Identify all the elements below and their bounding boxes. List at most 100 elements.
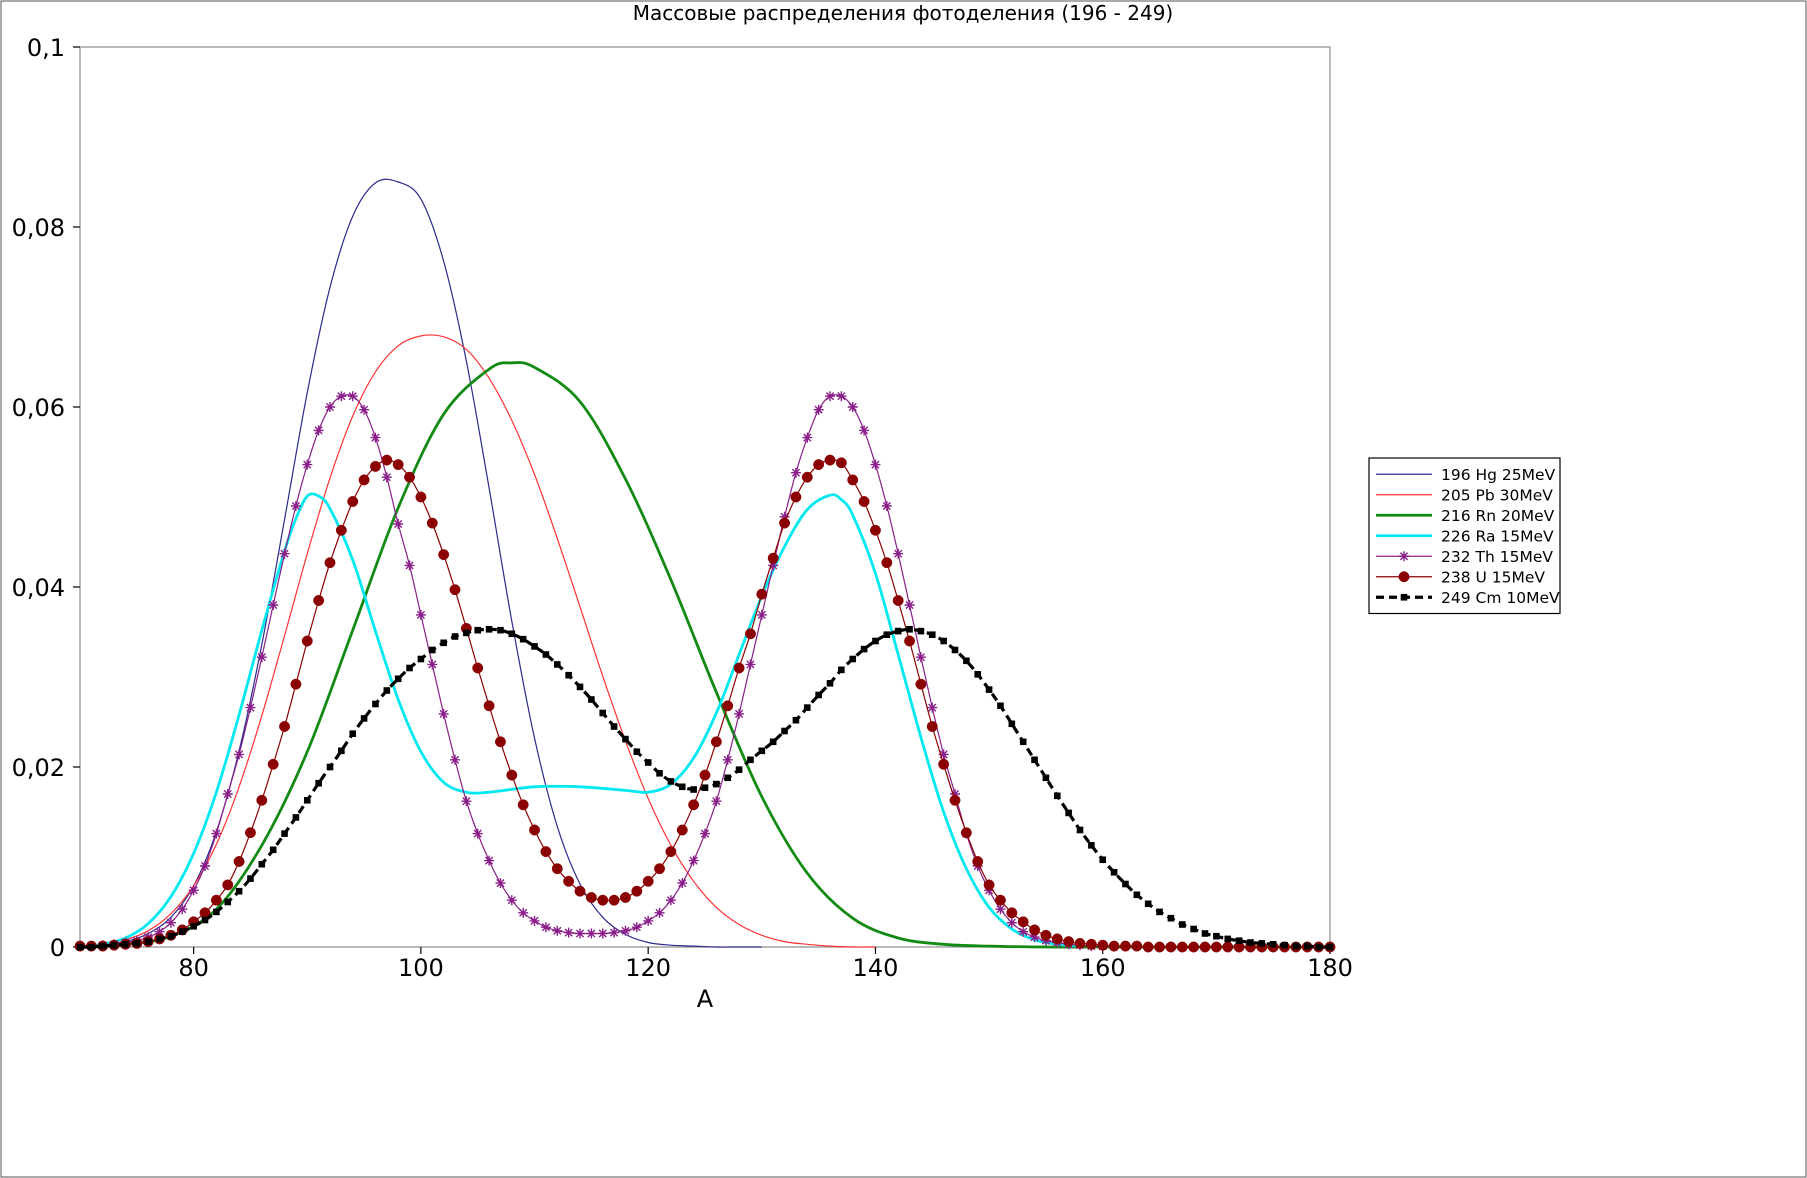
- data-point: [428, 646, 436, 654]
- data-point: [974, 671, 982, 678]
- data-point: [222, 789, 233, 799]
- data-point: [701, 784, 709, 791]
- data-point: [735, 766, 743, 773]
- data-point: [656, 770, 663, 777]
- data-point: [836, 391, 847, 402]
- data-point: [678, 783, 686, 791]
- data-point: [756, 588, 768, 600]
- data-point: [279, 548, 290, 559]
- data-point: [1178, 921, 1186, 928]
- data-point: [233, 856, 245, 867]
- legend-entry: 238 U 15MeV: [1376, 568, 1545, 586]
- data-point: [1222, 941, 1234, 953]
- data-point: [769, 738, 777, 746]
- series-layer: [74, 178, 1336, 953]
- data-point: [1326, 943, 1334, 951]
- data-point: [497, 626, 504, 634]
- y-tick-label: 0,02: [12, 754, 65, 782]
- data-point: [474, 626, 482, 634]
- data-point: [847, 402, 858, 412]
- y-tick-label: 0,08: [12, 214, 65, 242]
- chart-title: Массовые распределения фотоделения (196 …: [633, 1, 1173, 25]
- data-point: [586, 928, 597, 939]
- data-point: [881, 501, 892, 511]
- data-point: [1199, 941, 1211, 953]
- data-point: [279, 721, 290, 732]
- data-point: [517, 799, 529, 811]
- data-point: [1065, 809, 1072, 817]
- data-point: [529, 915, 540, 926]
- data-point: [1269, 941, 1277, 948]
- data-point: [290, 501, 301, 511]
- data-point: [1188, 941, 1200, 953]
- data-point: [758, 747, 766, 755]
- data-point: [915, 652, 926, 663]
- data-point: [519, 635, 527, 643]
- data-point: [620, 925, 631, 936]
- data-point: [268, 600, 279, 610]
- data-point: [950, 789, 960, 799]
- data-point: [1144, 900, 1152, 908]
- data-point: [826, 680, 834, 687]
- data-point: [213, 908, 220, 916]
- data-point: [813, 459, 825, 471]
- data-point: [1190, 925, 1197, 933]
- data-point: [699, 769, 711, 781]
- data-point: [463, 629, 470, 637]
- data-point: [747, 756, 754, 764]
- y-tick-label: 0,1: [27, 34, 65, 62]
- data-point: [860, 645, 868, 653]
- data-point: [1292, 942, 1300, 950]
- data-point: [393, 519, 404, 529]
- data-point: [906, 626, 913, 633]
- data-point: [1019, 738, 1027, 746]
- data-point: [417, 655, 425, 663]
- data-point: [427, 659, 438, 670]
- data-point: [894, 627, 902, 635]
- data-point: [576, 683, 584, 691]
- legend-entry: 226 Ra 15MeV: [1376, 527, 1554, 545]
- data-point: [802, 432, 813, 443]
- data-point: [370, 432, 381, 443]
- data-point: [201, 916, 209, 924]
- legend-entry: 205 Pb 30MeV: [1376, 486, 1553, 504]
- data-point: [269, 846, 277, 854]
- data-point: [406, 664, 413, 672]
- data-point: [483, 700, 495, 712]
- data-point: [256, 794, 268, 806]
- data-point: [190, 923, 197, 930]
- data-point: [1213, 932, 1220, 940]
- data-point: [815, 691, 822, 699]
- data-point: [290, 678, 302, 690]
- data-point: [1074, 937, 1086, 949]
- data-point: [792, 716, 800, 724]
- data-point: [724, 774, 732, 782]
- data-point: [745, 628, 756, 640]
- data-point: [700, 828, 710, 839]
- legend-label: 238 U 15MeV: [1441, 568, 1545, 586]
- x-axis-label: A: [697, 985, 714, 1013]
- data-point: [1235, 937, 1243, 944]
- data-point: [156, 935, 163, 943]
- data-point: [451, 633, 459, 640]
- data-point: [734, 708, 745, 719]
- data-point: [404, 471, 415, 483]
- legend-label: 216 Rn 20MeV: [1441, 507, 1555, 525]
- data-point: [883, 631, 891, 638]
- data-point: [383, 687, 391, 694]
- data-point: [870, 524, 881, 536]
- data-point: [609, 927, 620, 938]
- data-point: [99, 942, 107, 950]
- data-point: [1053, 792, 1061, 800]
- data-point: [565, 671, 572, 679]
- data-point: [1006, 907, 1018, 919]
- data-point: [313, 425, 324, 436]
- x-tick-label: 180: [1307, 954, 1353, 982]
- data-point: [1315, 943, 1322, 951]
- data-point: [938, 749, 949, 760]
- data-point: [315, 779, 322, 787]
- data-point: [256, 652, 267, 663]
- data-point: [825, 391, 835, 402]
